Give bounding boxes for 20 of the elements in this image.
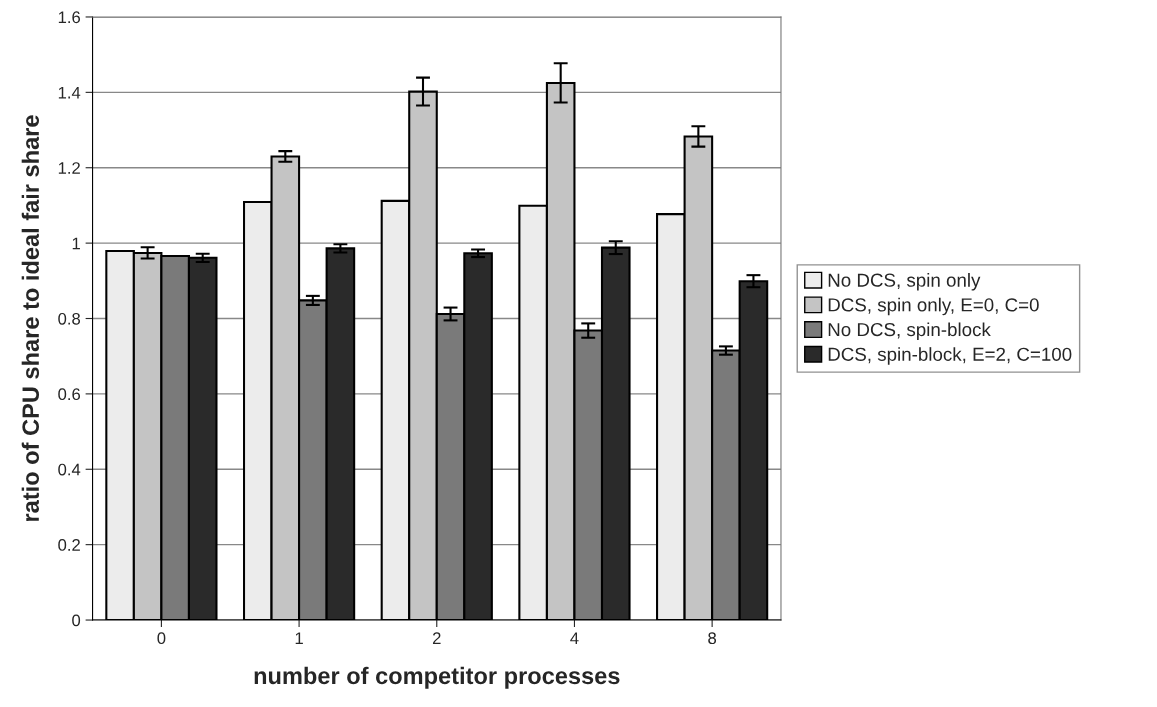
y-tick-label: 0.4: [58, 463, 81, 476]
legend-label: No DCS, spin-block: [828, 322, 991, 340]
y-tick-label: 1.4: [58, 86, 81, 99]
y-tick-label: 1.2: [58, 162, 80, 174]
y-axis-title: ratio of CPU share to ideal fair share: [21, 115, 40, 521]
legend-label: No DCS, spin only: [828, 273, 981, 291]
y-tick-label: 0.8: [58, 312, 81, 325]
y-tick-label: 0: [72, 614, 81, 627]
legend-label: DCS, spin only, E=0, C=0: [828, 297, 1039, 316]
y-tick-label: 1.6: [58, 11, 81, 24]
legend-label: DCS, spin-block, E=2, C=100: [828, 347, 1072, 365]
x-tick-label: 2: [432, 632, 441, 644]
x-tick-label: 8: [708, 632, 717, 645]
x-tick-label: 1: [295, 632, 303, 644]
y-tick-label: 0.2: [58, 539, 80, 551]
y-tick-label: 1: [72, 237, 80, 250]
y-tick-label: 0.6: [58, 388, 81, 401]
x-tick-label: 4: [570, 632, 579, 644]
x-axis-title: number of competitor processes: [254, 666, 620, 689]
x-tick-label: 0: [157, 632, 166, 645]
